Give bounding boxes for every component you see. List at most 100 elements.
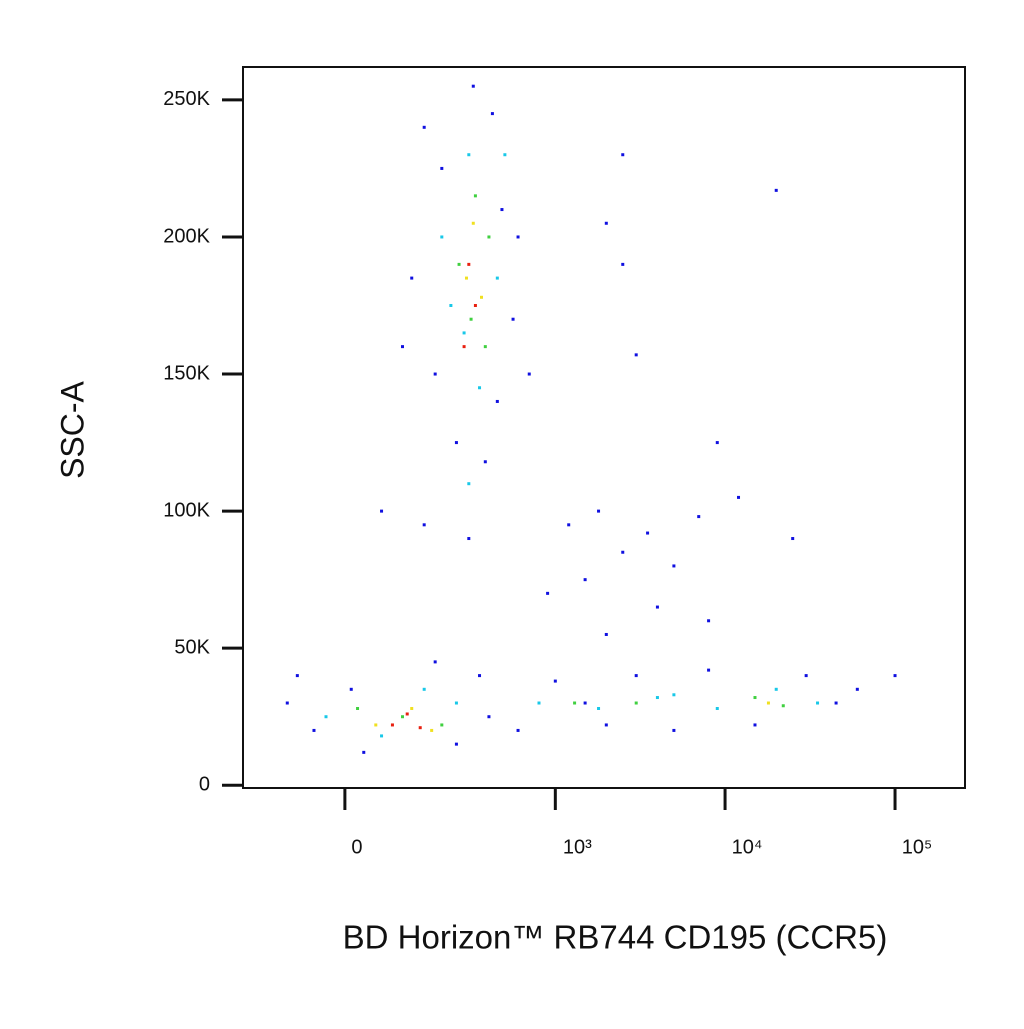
event-dot [462, 345, 466, 349]
event-dot [604, 221, 608, 225]
x-tick-label: 10³ [563, 836, 592, 858]
event-dot [433, 660, 437, 664]
event-dot [573, 701, 577, 705]
event-dot [362, 750, 366, 754]
event-dot [471, 84, 475, 88]
event-dot [737, 495, 741, 499]
event-dot [583, 578, 587, 582]
event-dot [774, 687, 778, 691]
event-dot [473, 304, 477, 308]
event-dot [511, 317, 515, 321]
event-dot [655, 696, 659, 700]
event-dot [473, 194, 477, 198]
event-dot [400, 345, 404, 349]
event-dot [707, 668, 711, 672]
event-dot [374, 723, 378, 727]
event-dot [467, 537, 471, 541]
event-dot [855, 687, 859, 691]
event-dot [422, 523, 426, 527]
event-dot [285, 701, 289, 705]
x-tick-label: 0 [351, 836, 362, 858]
event-dot [478, 386, 482, 390]
event-dot [390, 723, 394, 727]
event-dot [478, 674, 482, 678]
event-dot [440, 235, 444, 239]
event-dot [834, 701, 838, 705]
y-tick-label: 50K [174, 636, 210, 658]
event-dot [440, 723, 444, 727]
y-axis-label: SSC-A [54, 380, 90, 478]
event-dot [464, 276, 468, 280]
event-dot [469, 317, 473, 321]
event-dot [672, 693, 676, 697]
event-dot [516, 728, 520, 732]
event-dot [500, 208, 504, 212]
event-dot [380, 509, 384, 513]
event-dot [449, 304, 453, 308]
y-tick-label: 0 [199, 774, 210, 796]
event-dot [349, 687, 353, 691]
event-dot [467, 262, 471, 266]
event-dot [487, 235, 491, 239]
y-tick-label: 200K [163, 225, 210, 247]
event-dot [495, 399, 499, 403]
event-dot [583, 701, 587, 705]
event-dot [433, 372, 437, 376]
event-dot [646, 531, 650, 535]
event-dot [634, 353, 638, 357]
event-dot [418, 726, 422, 730]
event-dot [715, 441, 719, 445]
event-dot [324, 715, 328, 719]
event-dot [804, 674, 808, 678]
event-dot [753, 723, 757, 727]
event-dot [467, 482, 471, 486]
event-dot [621, 262, 625, 266]
event-dot [597, 706, 601, 710]
x-tick-label: 10⁵ [902, 836, 933, 858]
event-dot [697, 515, 701, 519]
event-dot [490, 112, 494, 116]
event-dot [410, 276, 414, 280]
plot-frame [242, 66, 966, 789]
event-dot [356, 706, 360, 710]
event-dot [312, 728, 316, 732]
event-dot [480, 295, 484, 299]
event-dot [604, 632, 608, 636]
event-dot [791, 537, 795, 541]
event-dot [537, 701, 541, 705]
event-dot [487, 715, 491, 719]
event-dot [774, 188, 778, 192]
event-dot [440, 166, 444, 170]
y-tick-label: 150K [163, 362, 210, 384]
event-dot [672, 728, 676, 732]
event-dot [454, 701, 458, 705]
event-dot [483, 460, 487, 464]
event-dot [405, 712, 409, 716]
event-dot [380, 734, 384, 738]
event-dot [422, 687, 426, 691]
event-dot [634, 701, 638, 705]
event-dot [546, 591, 550, 595]
event-dot [553, 679, 557, 683]
event-dot [462, 331, 466, 335]
event-dot [400, 715, 404, 719]
x-tick-label: 10⁴ [732, 836, 763, 858]
event-dot [430, 728, 434, 732]
event-dot [454, 742, 458, 746]
event-dot [471, 221, 475, 225]
event-dot [483, 345, 487, 349]
event-dot [495, 276, 499, 280]
event-dot [621, 153, 625, 157]
event-dot [295, 674, 299, 678]
event-dot [707, 619, 711, 623]
event-dot [781, 704, 785, 708]
event-dot [467, 153, 471, 157]
x-axis-label: BD Horizon™ RB744 CD195 (CCR5) [343, 919, 888, 956]
event-dot [516, 235, 520, 239]
event-dot [621, 550, 625, 554]
event-dot [457, 262, 461, 266]
event-dot [454, 441, 458, 445]
y-tick-label: 250K [163, 88, 210, 110]
y-tick-label: 100K [163, 499, 210, 521]
